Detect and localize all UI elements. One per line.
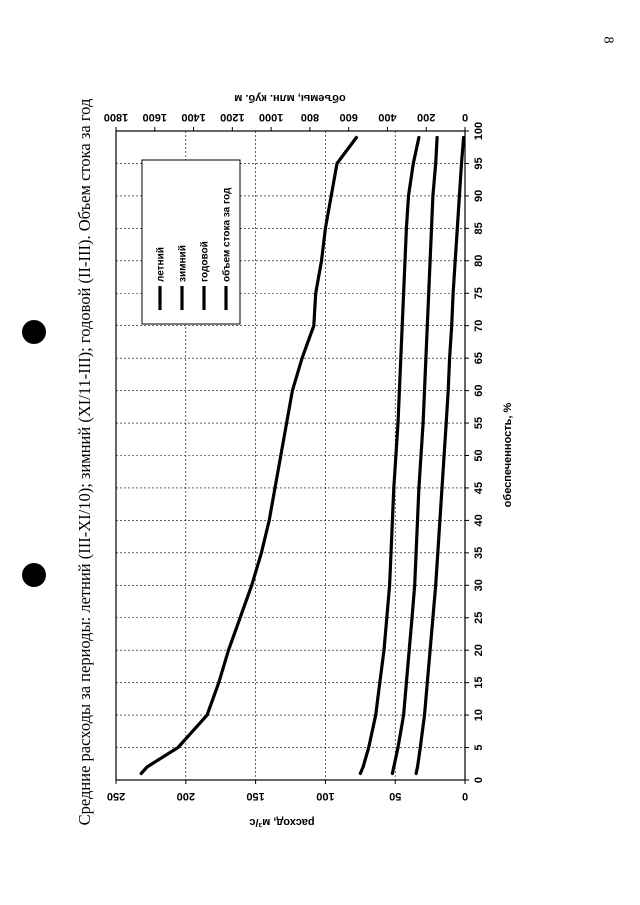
y2-tick-label: 1600	[143, 111, 167, 123]
legend-box	[141, 159, 241, 325]
x-tick-label: 75	[473, 287, 485, 299]
y2-tick-label: 1800	[104, 111, 128, 123]
x-tick-label: 95	[473, 157, 485, 169]
axis-ticks: 0 5 10 15 20 25 30 35 40 45 50 55 60 65 70 75 80 85 90 95 10…	[104, 111, 485, 802]
x-tick-label: 60	[473, 384, 485, 396]
y-tick-label: 100	[316, 790, 334, 802]
legend-label: зимний	[178, 245, 189, 282]
y2-tick-label: 1400	[181, 111, 205, 123]
x-tick-label: 65	[473, 352, 485, 364]
y-axis-title: расход, м³/с	[249, 816, 314, 828]
series-line-discharge	[358, 135, 421, 776]
y2-tick-label: 600	[339, 111, 357, 123]
x-tick-label: 10	[473, 709, 485, 721]
chart-title: Средние расходы за периоды: летний (III-…	[75, 98, 94, 825]
x-tick-label: 100	[473, 122, 485, 140]
x-tick-label: 80	[473, 255, 485, 267]
series-line-discharge	[414, 135, 466, 776]
series-lines	[139, 135, 466, 776]
binder-hole-bottom	[22, 563, 46, 587]
x-tick-label: 35	[473, 547, 485, 559]
x-tick-label: 20	[473, 644, 485, 656]
y-tick-label: 150	[246, 790, 264, 802]
x-tick-label: 70	[473, 320, 485, 332]
x-tick-label: 90	[473, 190, 485, 202]
x-tick-label: 55	[473, 417, 485, 429]
titles: Средние расходы за периоды: летний (III-…	[75, 92, 514, 828]
y2-tick-label: 1200	[220, 111, 244, 123]
x-tick-label: 30	[473, 579, 485, 591]
y2-tick-label: 800	[301, 111, 319, 123]
plot-frame: 0 5 10 15 20 25 30 35 40 45 50 55 60 65 70 75 80 85 90 95 10…	[104, 111, 485, 802]
y2-axis-title: объемы, млн. куб. м	[234, 92, 346, 104]
y2-tick-label: 1000	[259, 111, 283, 123]
x-axis-title: обеспеченность, %	[502, 402, 514, 507]
y-tick-label: 200	[177, 790, 195, 802]
x-tick-label: 5	[473, 744, 485, 750]
legend-label: объем стока за год	[221, 187, 233, 282]
binder-hole-top	[22, 320, 46, 344]
y2-tick-label: 0	[462, 111, 468, 123]
x-tick-label: 40	[473, 514, 485, 526]
x-tick-label: 0	[473, 777, 485, 783]
y-tick-label: 0	[462, 790, 468, 802]
x-tick-label: 15	[473, 677, 485, 689]
x-tick-label: 45	[473, 482, 485, 494]
y-tick-label: 50	[389, 790, 401, 802]
x-tick-label: 50	[473, 449, 485, 461]
series-line-volume	[139, 135, 358, 776]
x-tick-label: 85	[473, 222, 485, 234]
legend: летний зимний годовой объем стока за год	[141, 159, 241, 325]
y-tick-label: 250	[107, 790, 125, 802]
series-line-discharge	[390, 135, 439, 776]
x-tick-label: 25	[473, 612, 485, 624]
legend-label: летний	[156, 247, 167, 282]
legend-label: годовой	[200, 241, 211, 282]
y2-tick-label: 400	[378, 111, 396, 123]
y2-tick-label: 200	[417, 111, 435, 123]
